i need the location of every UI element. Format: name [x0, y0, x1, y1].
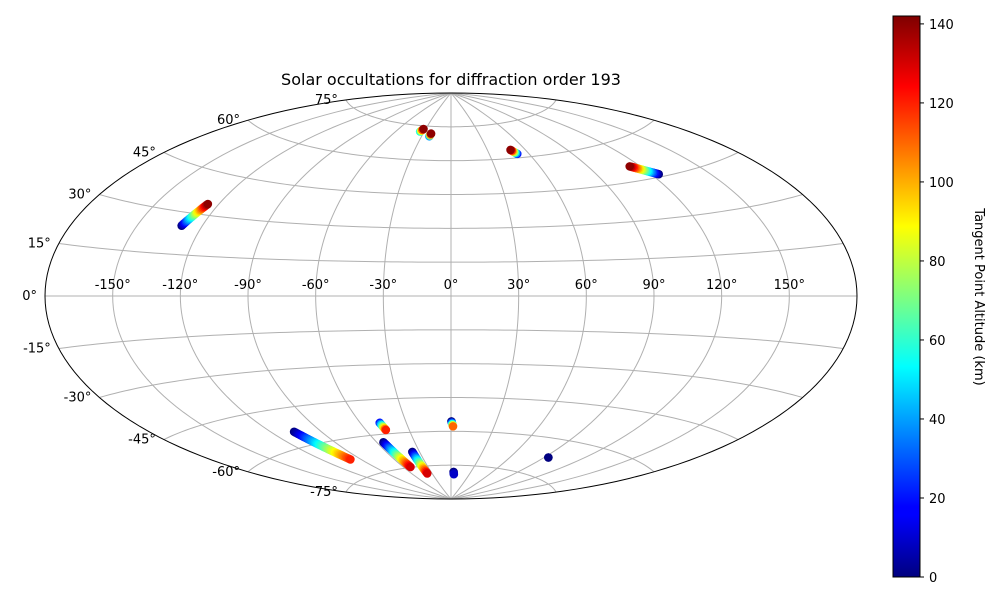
latitude-tick-label: -15° — [23, 342, 51, 357]
occultation-track — [289, 427, 355, 464]
occultation-track — [177, 199, 213, 230]
occultation-point — [426, 129, 436, 138]
occultation-point — [544, 453, 553, 462]
latitude-tick-label: 60° — [217, 113, 240, 128]
occultation-point — [625, 162, 635, 171]
occultation-point — [448, 422, 458, 431]
longitude-tick-label: 30° — [507, 278, 530, 293]
longitude-tick-label: 90° — [642, 278, 665, 293]
occultation-track — [379, 438, 415, 472]
occultation-track — [415, 124, 428, 136]
colorbar-tick-label: 120 — [929, 97, 954, 112]
longitude-tick-label: 150° — [774, 278, 805, 293]
occultation-points — [177, 124, 664, 479]
occultation-track — [506, 145, 522, 159]
colorbar-tick-label: 60 — [929, 334, 946, 349]
colorbar-tick-label: 80 — [929, 255, 946, 270]
parallel-line — [99, 194, 803, 229]
occultation-track — [625, 162, 664, 179]
longitude-tick-label: -60° — [302, 278, 330, 293]
latitude-tick-label: 75° — [315, 93, 338, 108]
colorbar-tick-label: 0 — [929, 571, 937, 586]
longitude-tick-label: -120° — [162, 278, 198, 293]
longitude-tick-label: -30° — [369, 278, 397, 293]
occultation-point — [449, 469, 459, 479]
parallel-line — [58, 329, 844, 350]
occultation-track — [375, 418, 391, 435]
parallel-line — [247, 119, 655, 162]
latitude-tick-label: -75° — [310, 485, 338, 500]
longitude-tick-labels: -150° -120° -90° -60° -30° 0° 30° 60° 90° 120° 150… — [95, 278, 805, 293]
colorbar-label: Tangent Point Altitude (km) — [971, 207, 986, 385]
colorbar: 0 20 40 60 80 100 120 140 Tangent Point Altitud… — [892, 15, 986, 586]
parallel-line — [99, 363, 803, 398]
latitude-tick-label: 45° — [133, 146, 156, 161]
parallel-line — [58, 242, 844, 263]
occultation-point — [419, 124, 428, 134]
colorbar-tick-label: 140 — [929, 18, 954, 33]
parallel-line — [247, 430, 655, 473]
chart-title: Solar occultations for diffraction order… — [281, 70, 621, 89]
latitude-tick-label: 15° — [28, 237, 51, 252]
occultation-point — [203, 199, 213, 209]
occultation-point — [346, 455, 355, 464]
longitude-tick-label: 60° — [575, 278, 598, 293]
colorbar-frame — [892, 15, 921, 578]
occultation-track — [447, 417, 458, 431]
parallel-line — [345, 99, 557, 128]
parallel-line — [163, 152, 739, 196]
occultation-track — [425, 129, 436, 141]
latitude-tick-labels: -75° -60° -45° -30° -15° 0° 15° 30° 45° 60° 75° — [22, 93, 338, 500]
parallel-line — [345, 464, 557, 493]
latitude-tick-label: -30° — [64, 391, 92, 406]
colorbar-tick-label: 20 — [929, 492, 946, 507]
occultation-point — [381, 425, 391, 435]
longitude-tick-label: -150° — [95, 278, 131, 293]
map-boundary — [44, 92, 858, 500]
latitude-tick-label: -45° — [128, 433, 156, 448]
latitude-tick-label: 0° — [22, 289, 37, 304]
parallel-line — [163, 396, 739, 440]
longitude-tick-label: 120° — [706, 278, 737, 293]
colorbar-gradient — [893, 16, 920, 577]
colorbar-ticks: 0 20 40 60 80 100 120 140 — [920, 18, 954, 586]
latitude-tick-label: -60° — [212, 465, 240, 480]
occultation-point — [506, 145, 515, 155]
longitude-tick-label: -90° — [234, 278, 262, 293]
occultation-track — [544, 453, 553, 462]
colorbar-tick-label: 100 — [929, 176, 954, 191]
occultation-track — [449, 467, 459, 479]
occultation-track — [408, 447, 432, 478]
occultation-point — [422, 469, 432, 478]
latitude-tick-label: 30° — [68, 188, 91, 203]
occultation-point — [406, 462, 415, 472]
colorbar-tick-label: 40 — [929, 413, 946, 428]
graticule — [45, 92, 857, 500]
longitude-tick-label: 0° — [444, 278, 459, 293]
